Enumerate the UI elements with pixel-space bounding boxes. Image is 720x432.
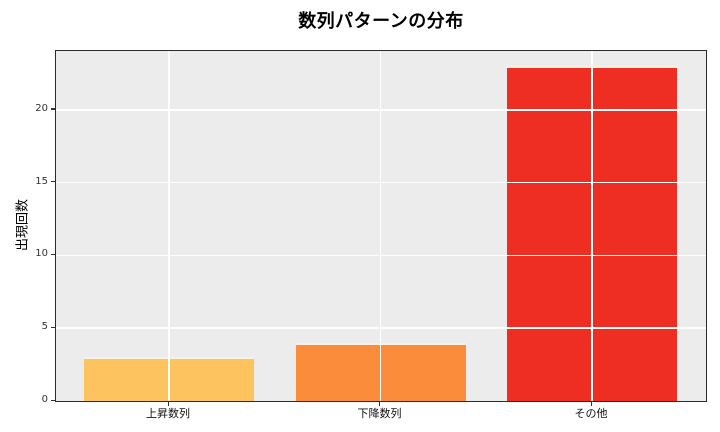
y-tick-mark-10 xyxy=(51,253,55,256)
y-tick-mark-15 xyxy=(51,181,55,183)
y-tick-label-5: 5 xyxy=(41,321,48,333)
y-tick-label-0: 0 xyxy=(41,394,48,405)
gridline-x-上昇数列 xyxy=(168,51,170,401)
x-tick-mark-上昇数列 xyxy=(167,402,169,406)
x-tick-label-その他: その他 xyxy=(574,407,608,420)
plot-area xyxy=(55,50,707,402)
y-axis-label: 出現回数 xyxy=(15,198,31,252)
y-tick-mark-0 xyxy=(51,399,55,401)
x-tick-label-下降数列: 下降数列 xyxy=(357,407,402,420)
chart-title: 数列パターンの分布 xyxy=(298,11,464,32)
y-tick-label-20: 20 xyxy=(35,102,48,114)
x-tick-label-上昇数列: 上昇数列 xyxy=(146,407,190,420)
y-tick-label-10: 10 xyxy=(35,248,48,260)
gridline-x-下降数列 xyxy=(379,51,382,401)
x-tick-mark-下降数列 xyxy=(379,402,381,406)
y-tick-mark-20 xyxy=(51,108,55,110)
y-tick-label-15: 15 xyxy=(35,175,48,187)
y-tick-mark-5 xyxy=(51,326,55,328)
x-tick-mark-その他 xyxy=(590,402,592,406)
gridline-x-その他 xyxy=(591,51,593,401)
